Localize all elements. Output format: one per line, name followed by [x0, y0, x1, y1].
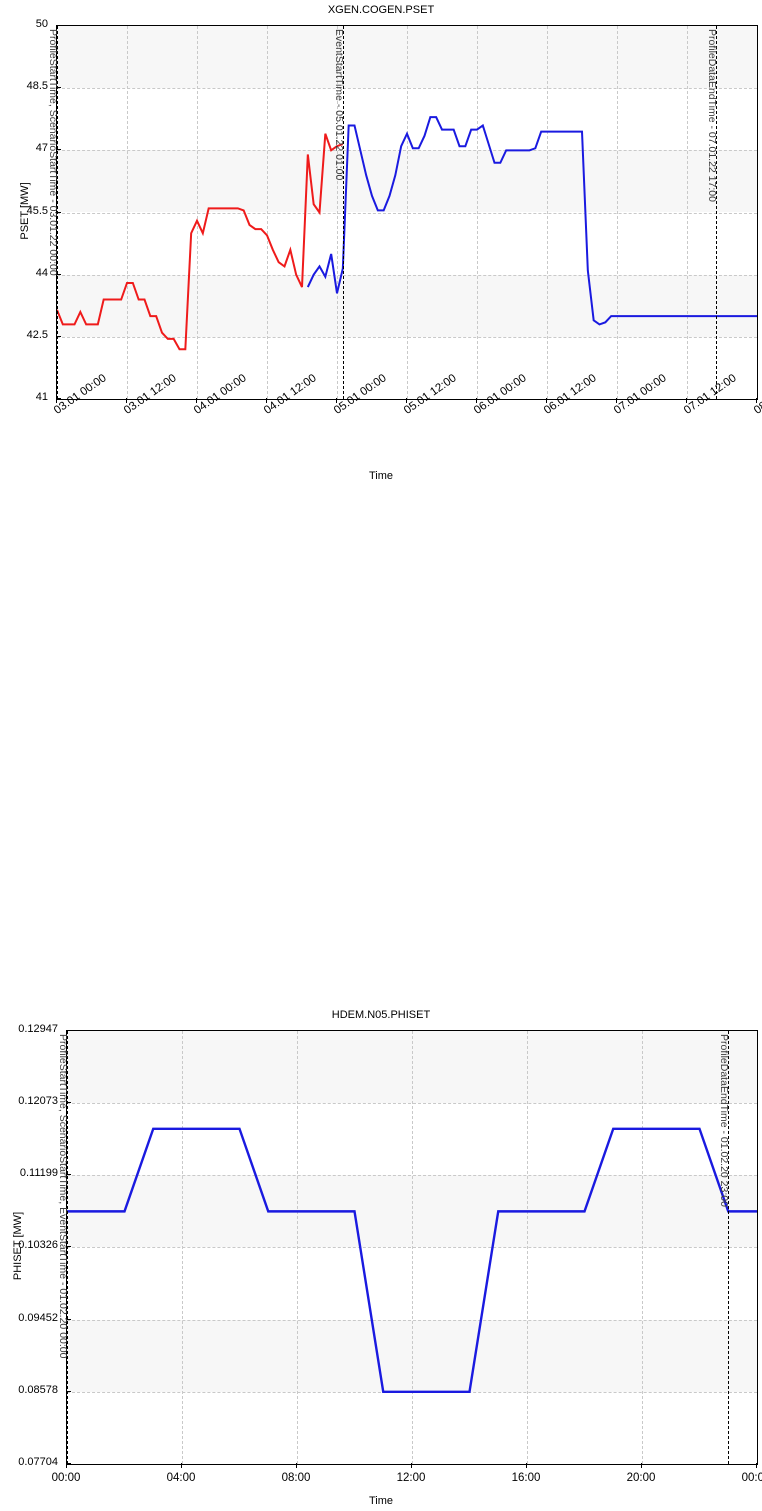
- y-tick-label: 0.12073: [18, 1095, 58, 1108]
- x-tick-label: 08:00: [281, 1472, 311, 1484]
- series-layer: [57, 116, 757, 351]
- x-tick-mark: [196, 398, 197, 403]
- y-tick-label: 50: [35, 18, 48, 30]
- y-tick-label: 0.08578: [18, 1383, 58, 1396]
- x-tick-label: 12:00: [396, 1472, 426, 1484]
- annotation-label: ProfileDataEndTime - 07.01.22 17:00: [706, 29, 719, 202]
- y-tick-label: 0.11199: [19, 1167, 58, 1180]
- grid-line-vertical: [337, 26, 338, 399]
- annotation-label: ProfileStartTime, ScenarioStartTime, Eve…: [57, 1034, 69, 1359]
- x-tick-label: 00:00: [51, 1472, 81, 1484]
- chart-panel-phiset: HDEM.N05.PHISET PHISET [MW] Time Profile…: [0, 1005, 762, 1511]
- x-tick-label: 16:00: [511, 1472, 541, 1484]
- y-tick-mark: [56, 87, 61, 89]
- y-tick-label: 41: [35, 391, 48, 403]
- y-tick-label: 0.12947: [18, 1023, 58, 1035]
- y-tick-label: 44: [35, 266, 48, 279]
- x-tick-label: 00:00: [741, 1472, 762, 1484]
- y-tick-mark: [56, 273, 61, 275]
- annotation-label: EventStartTime - 05.01.22 01:00: [332, 29, 345, 181]
- x-tick-mark: [476, 398, 477, 403]
- annotation-line: [57, 26, 58, 399]
- grid-line-vertical: [477, 26, 478, 399]
- annotation-label: ProfileStartTime, ScenarioStartTime - 03…: [47, 29, 59, 276]
- x-tick-label: 04.01 12:00: [262, 372, 319, 417]
- y-tick-mark: [56, 149, 61, 151]
- x-tick-label: 03.01 00:00: [52, 372, 109, 417]
- x-tick-label: 04:00: [166, 1472, 196, 1484]
- x-tick-mark: [686, 398, 687, 403]
- x-tick-mark: [126, 398, 127, 403]
- plot-area-pset[interactable]: [56, 25, 758, 400]
- x-tick-label: 06.01 00:00: [472, 372, 529, 417]
- y-tick-label: 42.5: [26, 328, 48, 341]
- grid-line-vertical: [617, 26, 618, 399]
- x-tick-mark: [756, 398, 757, 403]
- y-tick-mark: [56, 335, 61, 337]
- annotation-label: ProfileDataEndTime - 01.02.20 23:00: [718, 1034, 731, 1207]
- x-tick-label: 07.01 00:00: [612, 372, 669, 417]
- y-tick-mark: [56, 211, 61, 213]
- x-axis-label-phiset: Time: [368, 1495, 394, 1507]
- y-tick-label: 45.5: [26, 204, 48, 217]
- x-tick-label: 08.01 00:00: [752, 372, 762, 417]
- x-tick-mark: [616, 398, 617, 403]
- grid-line-vertical: [267, 26, 268, 399]
- x-tick-label: 20:00: [626, 1472, 656, 1484]
- y-tick-label: 0.10326: [18, 1239, 58, 1252]
- x-tick-label: 07.01 12:00: [682, 372, 739, 417]
- chart-panel-pset: XGEN.COGEN.PSET PSET [MW] Time ProfileSt…: [0, 0, 762, 500]
- x-tick-label: 05.01 12:00: [402, 372, 459, 417]
- grid-line-vertical: [687, 26, 688, 399]
- series-line-forecast: [306, 116, 757, 326]
- x-tick-mark: [56, 398, 57, 403]
- chart-title-pset: XGEN.COGEN.PSET: [327, 4, 435, 16]
- y-tick-label: 0.07704: [18, 1456, 58, 1468]
- x-tick-mark: [406, 398, 407, 403]
- x-tick-mark: [266, 398, 267, 403]
- x-axis-label-pset: Time: [368, 470, 394, 482]
- x-tick-label: 06.01 12:00: [542, 372, 599, 417]
- y-tick-label: 47: [35, 142, 48, 155]
- plot-area-phiset[interactable]: [66, 1030, 758, 1465]
- y-tick-mark: [56, 398, 61, 399]
- grid-line-vertical: [197, 26, 198, 399]
- y-tick-label: 48.5: [26, 80, 48, 93]
- annotation-line: [716, 26, 718, 399]
- annotation-line: [342, 26, 344, 399]
- x-tick-label: 03.01 12:00: [122, 372, 179, 417]
- x-tick-label: 04.01 00:00: [192, 372, 249, 417]
- y-tick-label: 0.09452: [18, 1311, 58, 1324]
- grid-line-vertical: [547, 26, 548, 399]
- grid-line-vertical: [407, 26, 408, 399]
- x-tick-mark: [546, 398, 547, 403]
- x-tick-label: 05.01 00:00: [332, 372, 389, 417]
- x-tick-mark: [336, 398, 337, 403]
- grid-line-vertical: [127, 26, 128, 399]
- series-line-forecast: [67, 1127, 757, 1394]
- series-layer: [67, 1127, 757, 1394]
- series-line-measured-history: [57, 133, 344, 351]
- y-tick-mark: [56, 25, 61, 26]
